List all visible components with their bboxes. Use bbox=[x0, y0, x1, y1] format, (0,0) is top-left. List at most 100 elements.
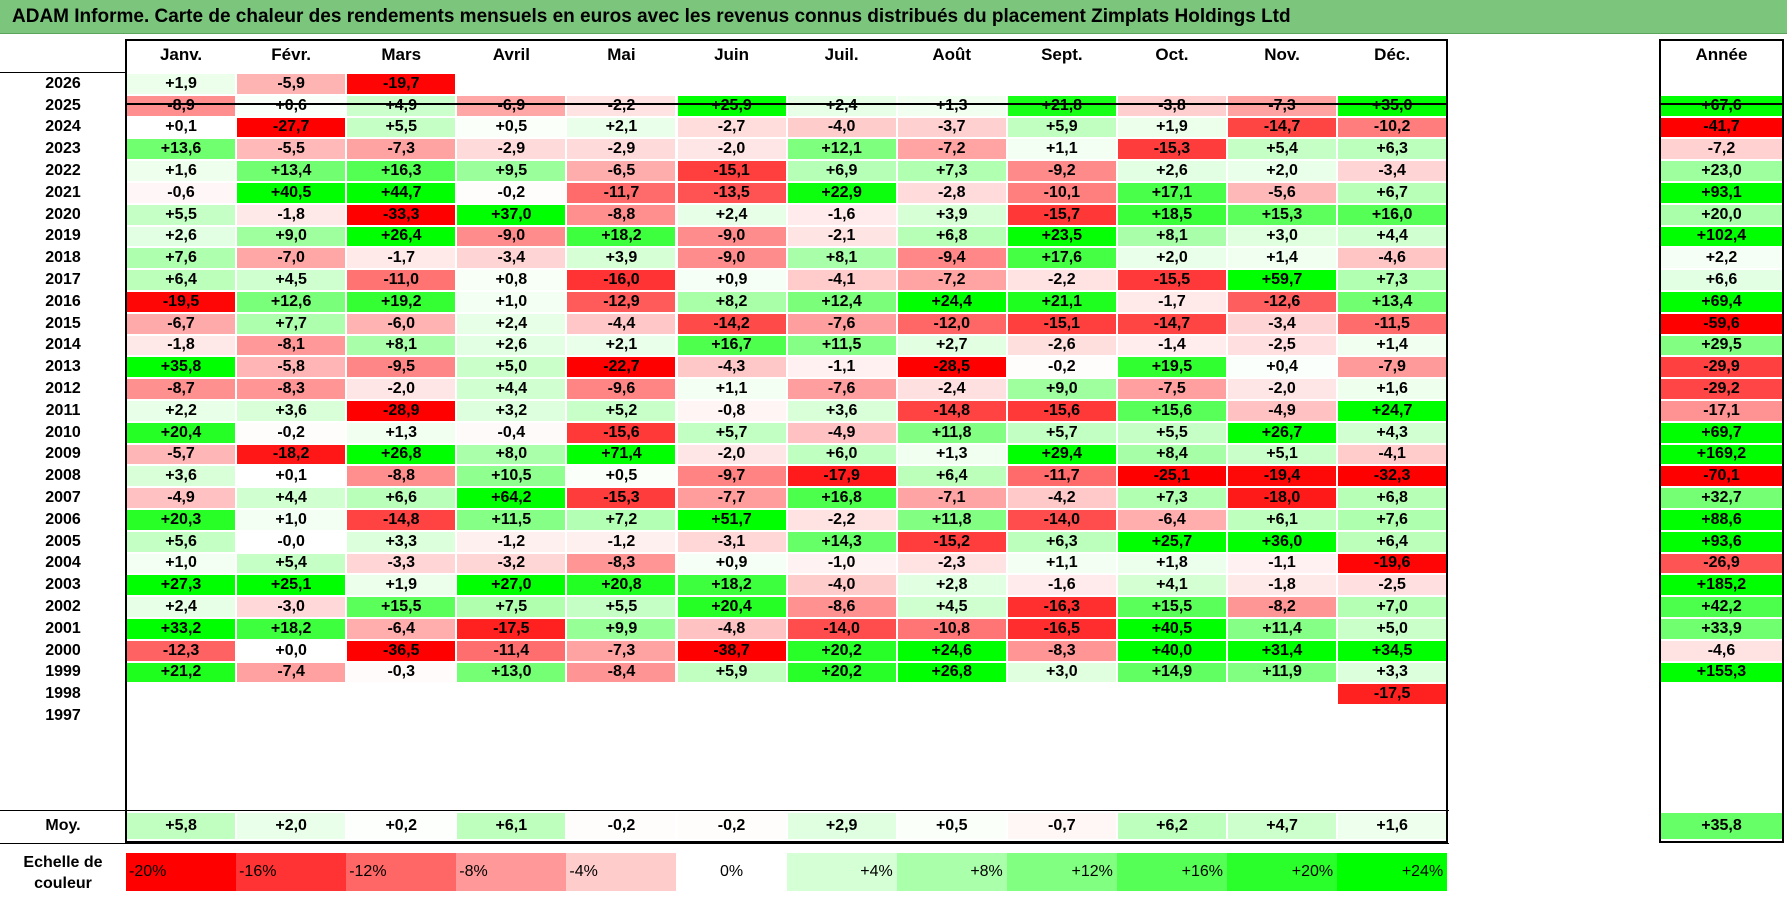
heatmap-cell: +7,3 bbox=[1338, 270, 1447, 290]
heatmap-cell: -1,8 bbox=[127, 335, 236, 356]
heatmap-cell: -15,3 bbox=[567, 488, 676, 508]
heatmap-cell: -17,9 bbox=[787, 466, 896, 487]
heatmap-cell: -12,0 bbox=[897, 313, 1006, 334]
average-label: Moy. bbox=[45, 817, 81, 834]
month-header: Juin bbox=[714, 45, 750, 64]
heatmap-cell: +20,2 bbox=[787, 662, 896, 683]
heatmap-cell: +31,4 bbox=[1228, 640, 1337, 661]
color-scale-step: -16% bbox=[236, 853, 347, 891]
heatmap-cell: -2,0 bbox=[347, 379, 456, 399]
heatmap-cell: -1,1 bbox=[1228, 553, 1337, 574]
heatmap-cell: +15,5 bbox=[1117, 597, 1226, 617]
color-scale-step: +12% bbox=[1006, 853, 1117, 891]
year-label: 2013 bbox=[45, 358, 81, 376]
annual-cell: +20,0 bbox=[1661, 204, 1782, 225]
heatmap-cell: +0,8 bbox=[457, 270, 566, 290]
heatmap-cell: +0,5 bbox=[567, 466, 676, 487]
heatmap-cell: +14,3 bbox=[787, 531, 896, 552]
heatmap-cell: -3,4 bbox=[457, 248, 566, 269]
heatmap-cell: -3,8 bbox=[1117, 95, 1226, 116]
color-scale-step: -8% bbox=[456, 853, 567, 891]
heatmap-cell bbox=[677, 684, 786, 705]
heatmap-cell: -8,9 bbox=[127, 95, 236, 116]
annual-cell: +169,2 bbox=[1661, 444, 1782, 465]
heatmap-cell bbox=[237, 684, 346, 705]
heatmap-cell: +24,4 bbox=[897, 292, 1006, 312]
heatmap-cell: +20,4 bbox=[127, 422, 236, 443]
heatmap-cell: +0,4 bbox=[1228, 357, 1337, 378]
year-label: 2007 bbox=[45, 489, 81, 507]
heatmap-cell: -8,8 bbox=[567, 204, 676, 225]
annual-cell: -70,1 bbox=[1661, 466, 1782, 487]
year-label: 2012 bbox=[45, 380, 81, 398]
heatmap-cell: -4,9 bbox=[127, 488, 236, 508]
annual-cell: +33,9 bbox=[1661, 619, 1782, 639]
heatmap-cell: +11,8 bbox=[897, 422, 1006, 443]
heatmap-cell: -7,2 bbox=[897, 139, 1006, 160]
heatmap-cell bbox=[1007, 684, 1116, 705]
heatmap-cell: +2,4 bbox=[677, 204, 786, 225]
heatmap-cell: +6,6 bbox=[347, 488, 456, 508]
year-label: 2009 bbox=[45, 445, 81, 463]
average-cell: +6,2 bbox=[1117, 813, 1226, 839]
heatmap-cell: +40,5 bbox=[1117, 619, 1226, 639]
heatmap-cell: +6,1 bbox=[1228, 510, 1337, 530]
heatmap-cell: +20,4 bbox=[677, 597, 786, 617]
heatmap-cell bbox=[1228, 74, 1337, 94]
heatmap-cell: +8,1 bbox=[787, 248, 896, 269]
heatmap-cell: -9,6 bbox=[567, 379, 676, 399]
heatmap-cell: +7,0 bbox=[1338, 597, 1447, 617]
heatmap-cell: +10,5 bbox=[457, 466, 566, 487]
heatmap-cell: -17,5 bbox=[457, 619, 566, 639]
heatmap-cell: +1,1 bbox=[1007, 553, 1116, 574]
heatmap-cell: +16,8 bbox=[787, 488, 896, 508]
annual-cell: +185,2 bbox=[1661, 575, 1782, 596]
average-cell: +0,2 bbox=[347, 813, 456, 839]
heatmap-cell: -16,0 bbox=[567, 270, 676, 290]
average-cell: +0,5 bbox=[897, 813, 1006, 839]
heatmap-cell: +5,1 bbox=[1228, 444, 1337, 465]
heatmap-cell: -2,2 bbox=[567, 95, 676, 116]
heatmap-cell: -8,6 bbox=[787, 597, 896, 617]
heatmap-cell: +21,1 bbox=[1007, 292, 1116, 312]
heatmap-cell: +6,4 bbox=[127, 270, 236, 290]
heatmap-cell: +1,3 bbox=[347, 422, 456, 443]
heatmap-cell: -8,2 bbox=[1228, 597, 1337, 617]
heatmap-cell: +17,1 bbox=[1117, 183, 1226, 203]
heatmap-cell: +5,4 bbox=[1228, 139, 1337, 160]
heatmap-cell: +7,6 bbox=[1338, 510, 1447, 530]
heatmap-cell bbox=[1117, 684, 1226, 705]
heatmap-cell: +5,7 bbox=[1007, 422, 1116, 443]
heatmap-cell: +9,0 bbox=[237, 226, 346, 247]
heatmap-cell: -6,7 bbox=[127, 313, 236, 334]
heatmap-cell: -2,2 bbox=[787, 510, 896, 530]
heatmap-cell: +11,9 bbox=[1228, 662, 1337, 683]
heatmap-cell: +20,3 bbox=[127, 510, 236, 530]
heatmap-cell: +18,2 bbox=[677, 575, 786, 596]
heatmap-cell: -9,0 bbox=[677, 248, 786, 269]
heatmap-cell: -38,7 bbox=[677, 640, 786, 661]
heatmap-cell: -7,0 bbox=[237, 248, 346, 269]
year-label: 2006 bbox=[45, 510, 81, 528]
heatmap-cell: +64,2 bbox=[457, 488, 566, 508]
heatmap-cell: -15,6 bbox=[1007, 401, 1116, 421]
heatmap-cell: +1,0 bbox=[237, 510, 346, 530]
heatmap-cell: -9,2 bbox=[1007, 161, 1116, 181]
heatmap-cell: +5,0 bbox=[457, 357, 566, 378]
heatmap-cell: +3,2 bbox=[457, 401, 566, 421]
heatmap-cell: +3,6 bbox=[127, 466, 236, 487]
heatmap-cell: -4,0 bbox=[787, 117, 896, 138]
heatmap-cell: +13,4 bbox=[1338, 292, 1447, 312]
heatmap-cell: -14,0 bbox=[1007, 510, 1116, 530]
heatmap-cell: -12,9 bbox=[567, 292, 676, 312]
heatmap-cell: +11,5 bbox=[787, 335, 896, 356]
heatmap-cell: +2,4 bbox=[787, 95, 896, 116]
color-scale-step: -20% bbox=[126, 853, 237, 891]
heatmap-cell: +5,4 bbox=[237, 553, 346, 574]
heatmap-cell: -14,8 bbox=[897, 401, 1006, 421]
year-label: 1999 bbox=[45, 663, 81, 681]
heatmap-cell: -3,4 bbox=[1338, 161, 1447, 181]
heatmap-cell: +7,3 bbox=[1117, 488, 1226, 508]
annual-cell bbox=[1661, 74, 1782, 94]
heatmap-cell: +1,0 bbox=[127, 553, 236, 574]
